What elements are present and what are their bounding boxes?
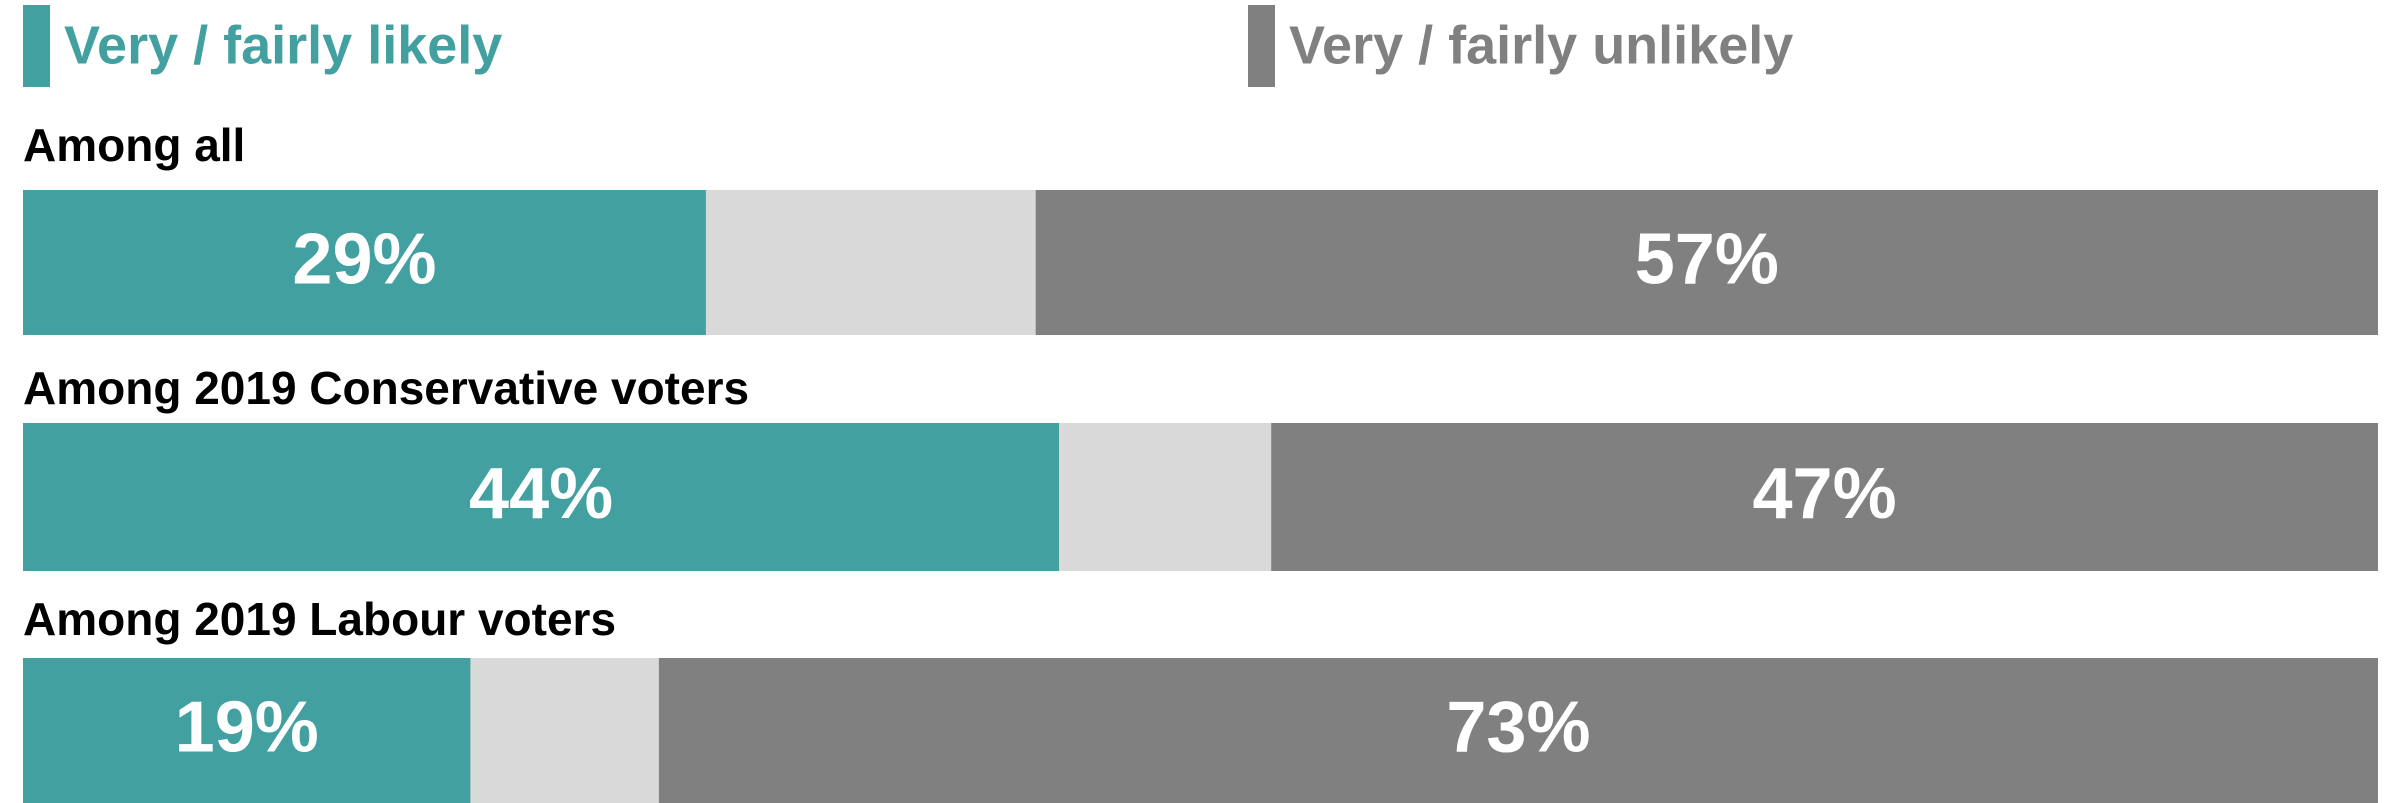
bar-segment xyxy=(23,423,1060,571)
bar-segment xyxy=(23,190,706,335)
category-label: Among all xyxy=(23,119,245,171)
legend-swatch xyxy=(23,5,50,87)
legend-swatch xyxy=(1248,5,1275,87)
bar-segment xyxy=(1271,423,2378,571)
legend-label: Very / fairly likely xyxy=(64,15,502,75)
bar-segment xyxy=(470,658,659,803)
legend-label: Very / fairly unlikely xyxy=(1289,15,1793,75)
value-label: 19% xyxy=(175,688,319,768)
category-label: Among 2019 Labour voters xyxy=(23,593,616,645)
bar-segment xyxy=(658,658,2378,803)
value-label: 73% xyxy=(1446,688,1590,768)
value-label: 47% xyxy=(1753,454,1897,534)
bar-segment xyxy=(1035,190,2378,335)
value-label: 44% xyxy=(469,454,613,534)
bar-segment xyxy=(705,190,1036,335)
bar-segment xyxy=(23,658,471,803)
bar-segment xyxy=(1059,423,1272,571)
category-label: Among 2019 Conservative voters xyxy=(23,362,749,414)
value-label: 29% xyxy=(292,220,436,300)
value-label: 57% xyxy=(1635,220,1779,300)
